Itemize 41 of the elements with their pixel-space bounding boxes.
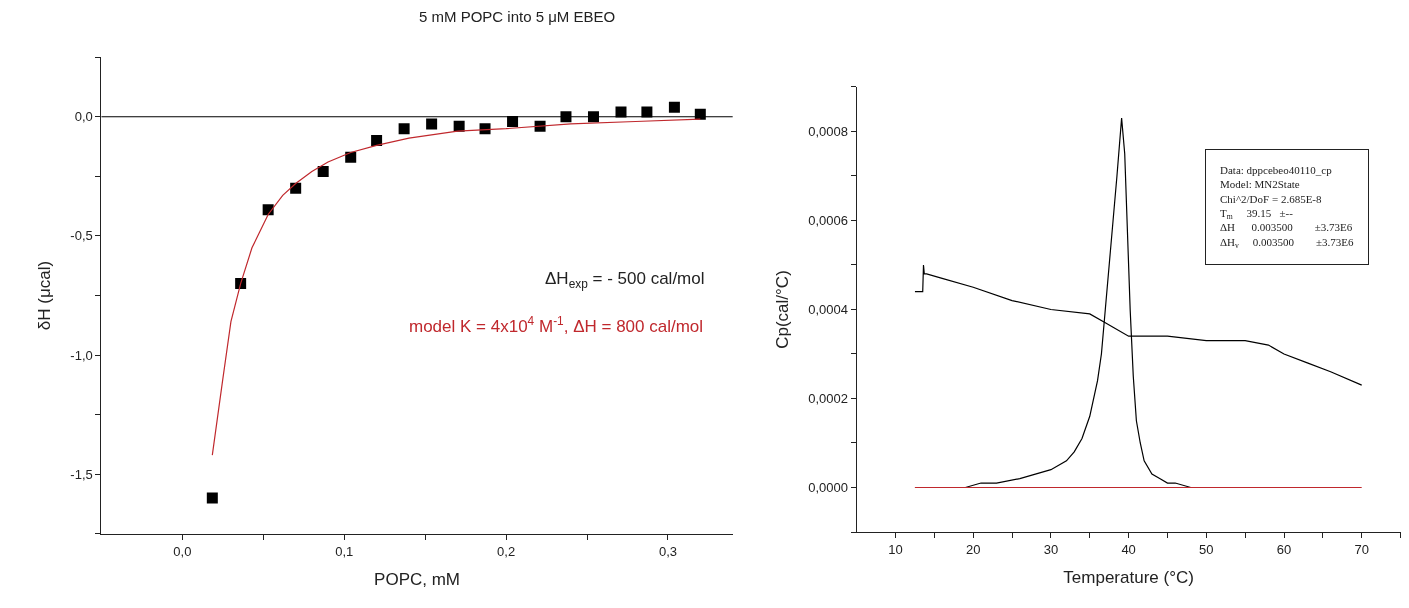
x-tick-label: 60 (1276, 541, 1292, 557)
point (587, 111, 599, 123)
y-tick-label: -1,5 (70, 466, 93, 482)
point (560, 111, 572, 123)
x-tick-label: 40 (1121, 541, 1136, 557)
x-axis-title: POPC, mM (374, 569, 461, 589)
x-tick-label: 0,3 (658, 543, 677, 559)
point (507, 116, 519, 127)
point (668, 101, 680, 113)
point (345, 151, 357, 163)
y-axis-title: δH (μcal) (34, 260, 54, 331)
point (426, 118, 438, 130)
x-tick-label: 30 (1043, 541, 1059, 557)
point (206, 492, 218, 504)
point (641, 106, 653, 118)
x-tick-label: 10 (888, 541, 903, 557)
y-tick-label: 0,0 (74, 109, 93, 125)
x-tick-label: 0,0 (173, 543, 192, 559)
y-tick-label: -1,0 (70, 347, 93, 363)
point (371, 135, 383, 147)
y-axis-title: Cp(cal/°C) (772, 270, 792, 349)
y-tick-label: 0,0002 (808, 391, 848, 407)
x-tick-label: 20 (965, 541, 981, 557)
point (290, 182, 302, 194)
point (317, 166, 329, 178)
x-tick-label: 70 (1354, 541, 1369, 557)
y-tick-label: 0,0008 (808, 124, 848, 139)
text: model K = 4x10$^{4}$ M$^{-1}$, ΔH = 800 cal/mol (409, 314, 704, 337)
point (615, 106, 627, 118)
y-tick-label: 0,0004 (808, 302, 848, 318)
text: Data: dppcebeo40110_cp Model: MN2State Chi^2/DoF = 2.685E-8 T$_{m}$ 39.15 ±-- ΔH 0.003500 ±3.73E6 ΔH$_{v}$ 0.003500 ±3.73E6 (1220, 164, 1354, 250)
y-tick-label: -0,5 (70, 228, 93, 244)
point (398, 123, 410, 135)
x-tick-label: 50 (1199, 541, 1214, 557)
x-tick-label: 0,2 (497, 543, 516, 559)
x-tick-label: 0,1 (335, 543, 354, 559)
y-tick-label: 0,0000 (808, 480, 848, 496)
y-tick-label: 0,0006 (808, 213, 848, 229)
x-axis-title: Temperature (°C) (1063, 568, 1194, 588)
annotation: ΔH$_{exp}$ = - 500 cal/mol (545, 269, 705, 291)
chart-title: 5 mM POPC into 5 μM EBEO (419, 8, 616, 25)
